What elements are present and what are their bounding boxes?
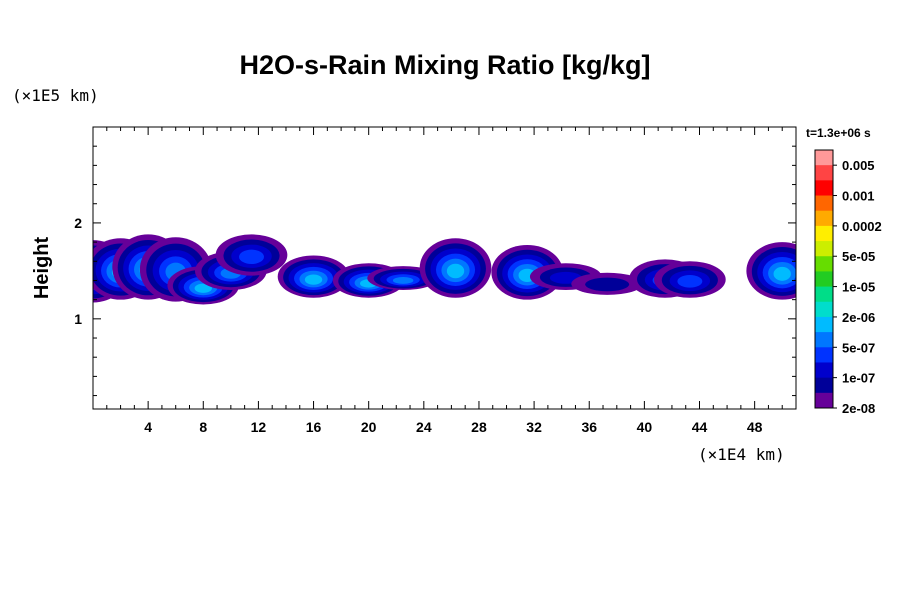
colorbar-level-label: 0.001	[842, 189, 875, 204]
colorbar-swatch	[815, 301, 833, 318]
colorbar-swatch	[815, 332, 833, 348]
colorbar-level-label: 5e-05	[842, 249, 875, 264]
colorbar	[814, 149, 834, 409]
time-label: t=1.3e+06 s	[806, 126, 871, 140]
y-tick-label: 2	[74, 215, 82, 231]
contour-cell-15	[654, 261, 726, 298]
x-tick-label: 32	[526, 419, 542, 435]
contour-band	[194, 283, 212, 293]
colorbar-swatch	[815, 241, 833, 257]
colorbar-swatch	[815, 286, 833, 303]
contour-band	[304, 274, 323, 285]
colorbar-level-label: 0.0002	[842, 219, 882, 234]
contour-cell-10	[419, 238, 492, 298]
colorbar-swatch	[815, 316, 833, 333]
colorbar-swatch	[815, 362, 833, 379]
colorbar-level-label: 0.005	[842, 158, 875, 173]
plot-area	[93, 234, 796, 305]
contour-cell-16	[746, 242, 796, 300]
y-axis-label: Height	[31, 237, 53, 300]
colorbar-swatch	[815, 347, 833, 363]
x-tick-label: 44	[692, 419, 708, 435]
y-unit-label: (×1E5 km)	[12, 86, 99, 105]
colorbar-frame	[814, 149, 834, 409]
contour-band	[446, 263, 465, 279]
colorbar-swatch	[815, 150, 833, 166]
contour-cell-6	[215, 234, 288, 276]
y-tick-label: 1	[74, 311, 82, 327]
x-tick-label: 12	[251, 419, 267, 435]
x-tick-label: 20	[361, 419, 377, 435]
axis-ticks	[92, 126, 797, 409]
colorbar-swatch	[815, 225, 833, 242]
colorbar-swatch	[815, 377, 833, 394]
plot-frame	[92, 126, 797, 410]
colorbar-level-label: 2e-06	[842, 310, 875, 325]
x-tick-label: 24	[416, 419, 432, 435]
colorbar-swatch	[815, 195, 833, 212]
contour-band	[585, 277, 630, 292]
colorbar-swatch	[815, 165, 833, 181]
x-tick-label: 8	[199, 419, 207, 435]
contour-band	[239, 249, 264, 265]
contour-band	[392, 277, 414, 284]
colorbar-swatch	[815, 210, 833, 227]
colorbar-level-label: 2e-08	[842, 401, 875, 416]
x-tick-label: 48	[747, 419, 763, 435]
x-tick-label: 36	[581, 419, 597, 435]
contour-cell-7	[277, 255, 350, 298]
colorbar-labels: 0.005 0.001 0.0002 5e-05 1e-05 2e-06 5e-07 1e-0…	[833, 158, 882, 416]
contour-band	[773, 266, 791, 281]
colorbar-swatch	[815, 392, 833, 409]
x-tick-label: 28	[471, 419, 487, 435]
colorbar-level-label: 5e-07	[842, 340, 875, 355]
colorbar-swatch	[815, 180, 833, 196]
x-tick-label: 40	[637, 419, 653, 435]
contour-band	[677, 274, 703, 288]
contour-cell-13	[571, 272, 643, 295]
colorbar-swatch	[815, 271, 833, 287]
x-unit-label: (×1E4 km)	[698, 445, 785, 464]
x-tick-label: 4	[144, 419, 152, 435]
x-tick-label: 16	[306, 419, 322, 435]
colorbar-swatch	[815, 256, 833, 272]
colorbar-level-label: 1e-07	[842, 371, 875, 386]
colorbar-level-label: 1e-05	[842, 280, 875, 295]
chart-title: H2O-s-Rain Mixing Ratio [kg/kg]	[239, 50, 650, 80]
